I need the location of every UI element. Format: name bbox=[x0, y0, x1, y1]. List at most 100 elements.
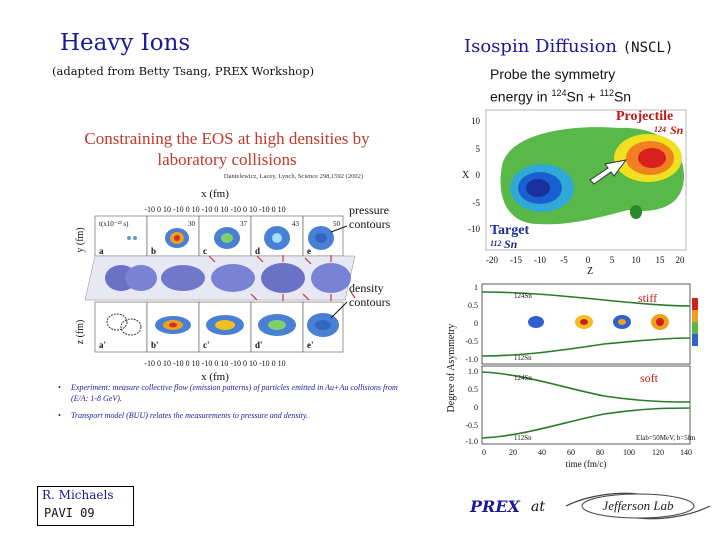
density-label-2: contours bbox=[349, 295, 391, 309]
pressure-panels bbox=[94, 215, 344, 257]
pressure-label-2: contours bbox=[349, 217, 391, 231]
pressure-label-1: pressure bbox=[349, 203, 389, 217]
at-label: at bbox=[531, 499, 545, 515]
subtitle-left: (adapted from Betty Tsang, PREX Workshop… bbox=[52, 64, 315, 78]
contour-plot: Projectile 124 Sn Target 112 Sn 10 5 0 -… bbox=[462, 109, 687, 276]
top-tick-3: -0.5 bbox=[465, 337, 478, 346]
bottom-tick-3: -0.5 bbox=[465, 421, 478, 430]
time-label-1: 30 bbox=[188, 220, 196, 228]
soft-panel bbox=[481, 365, 691, 445]
pressure-arrow bbox=[330, 225, 348, 233]
contour-y-label: X bbox=[462, 170, 470, 181]
panel-letter-b2: b' bbox=[151, 340, 159, 350]
asym-x-tick-5: 100 bbox=[623, 448, 635, 457]
panel-letter-c: c bbox=[203, 246, 207, 256]
asymmetry-y-label: Degree of Asymmetry bbox=[446, 324, 457, 413]
panel-letter-a2: a' bbox=[99, 340, 106, 350]
page-title-right: Isospin Diffusion (NSCL) bbox=[464, 36, 673, 57]
title-right-suffix: (NSCL) bbox=[622, 40, 674, 56]
diffusion-arrow bbox=[589, 159, 628, 185]
asymmetry-annotation: Elab=50MeV, b=5fm bbox=[636, 434, 696, 442]
panel-letter-a: a bbox=[99, 246, 104, 256]
contour-x-tick-4: 0 bbox=[586, 255, 591, 265]
x-axis-label-bottom: x (fm) bbox=[201, 371, 229, 383]
time-label-2: 37 bbox=[240, 220, 248, 228]
asym-x-tick-6: 120 bbox=[652, 448, 664, 457]
contour-x-label: Z bbox=[587, 266, 593, 276]
footer-author: R. Michaels bbox=[42, 488, 114, 502]
contour-x-tick-2: -10 bbox=[534, 255, 546, 265]
asym-x-tick-4: 80 bbox=[596, 448, 604, 457]
footer-box bbox=[37, 486, 134, 526]
bottom-tick-2: 0 bbox=[474, 403, 478, 412]
projectile-isotope: Sn bbox=[670, 123, 684, 137]
bullet-list: • Experiment: measure collective flow (e… bbox=[58, 382, 400, 421]
contour-x-tick-8: 20 bbox=[676, 255, 686, 265]
top-tick-2: 0 bbox=[474, 319, 478, 328]
eos-title-line2: laboratory collisions bbox=[157, 150, 296, 169]
asym-x-tick-7: 140 bbox=[680, 448, 692, 457]
contour-x-tick-1: -15 bbox=[510, 255, 522, 265]
y-axis-label: y (fm) bbox=[75, 227, 86, 252]
contour-y-tick-0: 10 bbox=[471, 116, 481, 126]
panel-letter-e2: e' bbox=[307, 340, 314, 350]
top-tick-4: -1.0 bbox=[465, 355, 478, 364]
footer-event: PAVI 09 bbox=[44, 506, 95, 520]
panel-letter-d: d bbox=[255, 246, 260, 256]
time-label-4: 50 bbox=[333, 220, 341, 228]
page-title-left: Heavy Ions bbox=[60, 30, 191, 56]
bottom-tick-1: 0.5 bbox=[468, 385, 478, 394]
bottom-tick-0: 1.0 bbox=[468, 367, 478, 376]
eos-citation: Danielewicz, Lacey, Lynch, Science 298,1… bbox=[224, 173, 363, 180]
density-panels bbox=[94, 301, 344, 353]
curve-label-0: 124Sn bbox=[514, 292, 532, 300]
time-label-0: t(x10⁻²³ s) bbox=[99, 220, 129, 228]
bottom-tick-4: -1.0 bbox=[465, 437, 478, 446]
asym-x-tick-3: 60 bbox=[567, 448, 575, 457]
logo-text: Jefferson Lab bbox=[602, 498, 674, 513]
z-axis-label: z (fm) bbox=[75, 320, 86, 345]
target-label: Target bbox=[490, 223, 529, 238]
asym-x-label: time (fm/c) bbox=[566, 459, 607, 469]
top-tick-0: 1 bbox=[474, 283, 478, 292]
projectile-isotope-sup: 124 bbox=[654, 125, 666, 134]
density-label-1: density bbox=[349, 281, 384, 295]
contour-x-tick-6: 10 bbox=[632, 255, 642, 265]
contour-y-tick-4: -10 bbox=[468, 224, 480, 234]
contour-x-tick-7: 15 bbox=[656, 255, 666, 265]
stiff-label: stiff bbox=[638, 291, 657, 305]
nuclei-strip bbox=[84, 255, 356, 301]
asym-x-tick-2: 40 bbox=[538, 448, 546, 457]
contour-x-tick-5: 5 bbox=[610, 255, 615, 265]
time-label-3: 43 bbox=[292, 220, 300, 228]
tick-row-bottom: -10 0 10 -10 0 10 -10 0 10 -10 0 10 -10 … bbox=[144, 359, 285, 368]
contour-x-tick-3: -5 bbox=[560, 255, 568, 265]
panel-letter-e: e bbox=[307, 246, 311, 256]
top-tick-1: 0.5 bbox=[468, 301, 478, 310]
probe-text: Probe the symmetry energy in 124Sn + 112… bbox=[490, 65, 631, 107]
panel-letter-b: b bbox=[151, 246, 156, 256]
tick-row-top: -10 0 10 -10 0 10 -10 0 10 -10 0 10 -10 … bbox=[144, 205, 285, 214]
projectile-label: Projectile bbox=[616, 109, 673, 124]
asym-x-tick-1: 20 bbox=[509, 448, 517, 457]
contour-y-tick-3: -5 bbox=[473, 198, 481, 208]
panel-letter-c2: c' bbox=[203, 340, 210, 350]
eos-title-line1: Constraining the EOS at high densities b… bbox=[84, 129, 370, 148]
contour-y-tick-1: 5 bbox=[476, 144, 481, 154]
asymmetry-plot: Degree of Asymmetry stiff 124Sn 112Sn 1 … bbox=[446, 283, 698, 469]
jefferson-lab-logo: Jefferson Lab bbox=[565, 492, 710, 520]
bullet-1: • Experiment: measure collective flow (e… bbox=[58, 383, 398, 403]
curve-label-3: 112Sn bbox=[514, 434, 532, 442]
curve-label-2: 124Sn bbox=[514, 374, 532, 382]
soft-label: soft bbox=[640, 371, 659, 385]
target-isotope-sup: 112 bbox=[490, 239, 502, 248]
panel-letter-d2: d' bbox=[255, 340, 263, 350]
target-isotope: Sn bbox=[504, 237, 518, 251]
asym-x-tick-0: 0 bbox=[482, 448, 486, 457]
contour-x-tick-0: -20 bbox=[486, 255, 498, 265]
prex-label: PREX bbox=[470, 497, 520, 516]
eos-figure: Constraining the EOS at high densities b… bbox=[75, 129, 391, 383]
probe-line2: energy in 124Sn + 112Sn bbox=[490, 88, 632, 105]
contour-y-tick-2: 0 bbox=[476, 170, 481, 180]
density-arrow bbox=[330, 301, 348, 319]
